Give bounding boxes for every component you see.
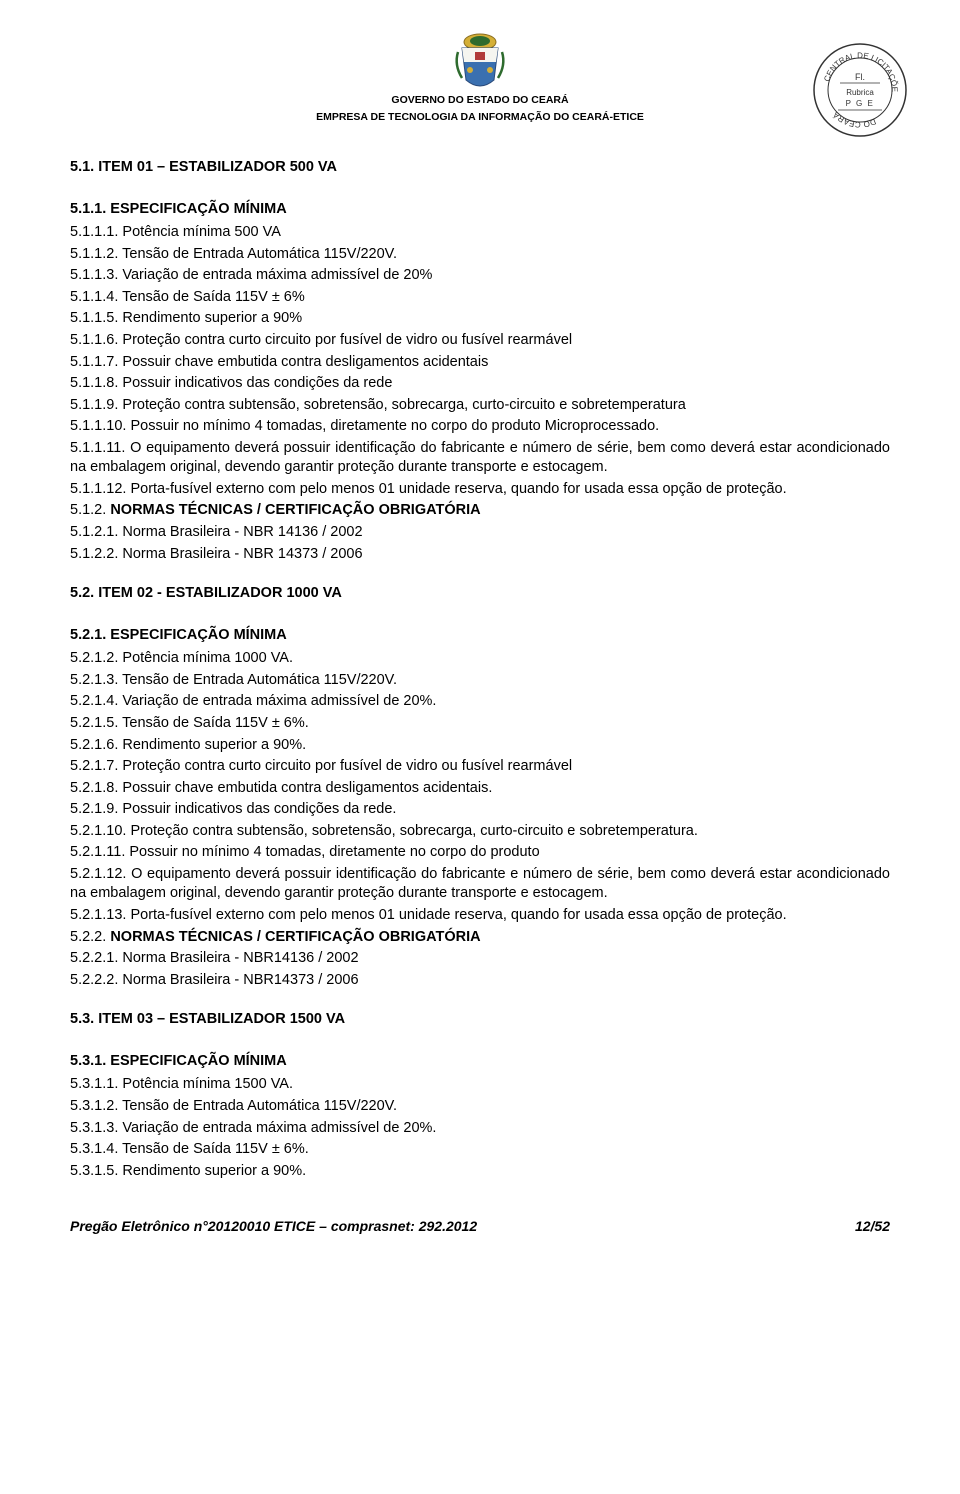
paragraph: 5.1.2. NORMAS TÉCNICAS / CERTIFICAÇÃO OB… <box>70 501 890 521</box>
paragraph: 5.2.1.10. Proteção contra subtensão, sob… <box>70 822 890 842</box>
section-title: 5.2. ITEM 02 - ESTABILIZADOR 1000 VA <box>70 584 890 604</box>
svg-text:P G E: P G E <box>846 99 875 108</box>
gov-line-1: GOVERNO DO ESTADO DO CEARÁ <box>70 92 890 109</box>
paragraph: 5.2.1.13. Porta-fusível externo com pelo… <box>70 906 890 926</box>
paragraph: 5.3.1.4. Tensão de Saída 115V ± 6%. <box>70 1140 890 1160</box>
page-header: GOVERNO DO ESTADO DO CEARÁ EMPRESA DE TE… <box>70 30 890 140</box>
spacer <box>70 1034 890 1048</box>
paragraph: 5.2.1.2. Potência mínima 1000 VA. <box>70 649 890 669</box>
section-title: 5.2.1. ESPECIFICAÇÃO MÍNIMA <box>70 626 890 646</box>
coat-of-arms-icon <box>450 30 510 90</box>
svg-text:Fl.: Fl. <box>855 72 865 82</box>
paragraph: 5.2.1.5. Tensão de Saída 115V ± 6%. <box>70 714 890 734</box>
section-title: 5.3.1. ESPECIFICAÇÃO MÍNIMA <box>70 1052 890 1072</box>
section-title: 5.1. ITEM 01 – ESTABILIZADOR 500 VA <box>70 158 890 178</box>
paragraph: 5.3.1.1. Potência mínima 1500 VA. <box>70 1075 890 1095</box>
para-prefix: 5.1.2. <box>70 502 110 518</box>
paragraph: 5.1.1.2. Tensão de Entrada Automática 11… <box>70 245 890 265</box>
document-body: 5.1. ITEM 01 – ESTABILIZADOR 500 VA 5.1.1… <box>70 158 890 1181</box>
paragraph: 5.1.1.12. Porta-fusível externo com pelo… <box>70 480 890 500</box>
paragraph: 5.2.1.7. Proteção contra curto circuito … <box>70 757 890 777</box>
spacer <box>70 608 890 622</box>
paragraph: 5.2.1.8. Possuir chave embutida contra d… <box>70 779 890 799</box>
paragraph: 5.3.1.3. Variação de entrada máxima admi… <box>70 1119 890 1139</box>
paragraph: 5.1.1.9. Proteção contra subtensão, sobr… <box>70 396 890 416</box>
footer-right: 12/52 <box>855 1217 890 1236</box>
paragraph: 5.2.1.3. Tensão de Entrada Automática 11… <box>70 671 890 691</box>
approval-stamp-icon: CENTRAL DE LICITAÇÕES DO ESTADO DO CEARÁ… <box>810 40 910 140</box>
paragraph: 5.1.1.4. Tensão de Saída 115V ± 6% <box>70 288 890 308</box>
paragraph: 5.1.1.8. Possuir indicativos das condiçõ… <box>70 374 890 394</box>
paragraph: 5.2.2. NORMAS TÉCNICAS / CERTIFICAÇÃO OB… <box>70 928 890 948</box>
para-bold: NORMAS TÉCNICAS / CERTIFICAÇÃO OBRIGATÓR… <box>110 929 480 945</box>
paragraph: 5.1.1.3. Variação de entrada máxima admi… <box>70 266 890 286</box>
paragraph: 5.2.1.4. Variação de entrada máxima admi… <box>70 692 890 712</box>
paragraph: 5.1.2.1. Norma Brasileira - NBR 14136 / … <box>70 523 890 543</box>
paragraph: 5.1.1.5. Rendimento superior a 90% <box>70 309 890 329</box>
paragraph: 5.2.2.1. Norma Brasileira - NBR14136 / 2… <box>70 949 890 969</box>
section-title: 5.3. ITEM 03 – ESTABILIZADOR 1500 VA <box>70 1010 890 1030</box>
paragraph: 5.2.1.9. Possuir indicativos das condiçõ… <box>70 800 890 820</box>
header-text-block: GOVERNO DO ESTADO DO CEARÁ EMPRESA DE TE… <box>70 92 890 126</box>
para-prefix: 5.2.2. <box>70 929 110 945</box>
spacer <box>70 182 890 196</box>
paragraph: 5.2.1.6. Rendimento superior a 90%. <box>70 736 890 756</box>
page-footer: Pregão Eletrônico n°20120010 ETICE – com… <box>70 1217 890 1236</box>
paragraph: 5.1.1.1. Potência mínima 500 VA <box>70 223 890 243</box>
spacer <box>70 566 890 580</box>
paragraph: 5.1.2.2. Norma Brasileira - NBR 14373 / … <box>70 545 890 565</box>
paragraph: 5.2.1.12. O equipamento deverá possuir i… <box>70 865 890 904</box>
gov-line-2: EMPRESA DE TECNOLOGIA DA INFORMAÇÃO DO C… <box>70 109 890 126</box>
paragraph: 5.2.2.2. Norma Brasileira - NBR14373 / 2… <box>70 971 890 991</box>
para-bold: NORMAS TÉCNICAS / CERTIFICAÇÃO OBRIGATÓR… <box>110 502 480 518</box>
paragraph: 5.1.1.7. Possuir chave embutida contra d… <box>70 353 890 373</box>
paragraph: 5.1.1.6. Proteção contra curto circuito … <box>70 331 890 351</box>
svg-text:DO CEARÁ: DO CEARÁ <box>831 110 877 130</box>
svg-text:Rubrica: Rubrica <box>846 88 874 97</box>
svg-text:CENTRAL DE LICITAÇÕES DO ESTAD: CENTRAL DE LICITAÇÕES DO ESTADO <box>810 40 899 92</box>
footer-left: Pregão Eletrônico n°20120010 ETICE – com… <box>70 1217 477 1236</box>
section-title: 5.1.1. ESPECIFICAÇÃO MÍNIMA <box>70 200 890 220</box>
paragraph: 5.3.1.2. Tensão de Entrada Automática 11… <box>70 1097 890 1117</box>
paragraph: 5.1.1.11. O equipamento deverá possuir i… <box>70 439 890 478</box>
paragraph: 5.3.1.5. Rendimento superior a 90%. <box>70 1162 890 1182</box>
spacer <box>70 992 890 1006</box>
paragraph: 5.1.1.10. Possuir no mínimo 4 tomadas, d… <box>70 417 890 437</box>
paragraph: 5.2.1.11. Possuir no mínimo 4 tomadas, d… <box>70 843 890 863</box>
